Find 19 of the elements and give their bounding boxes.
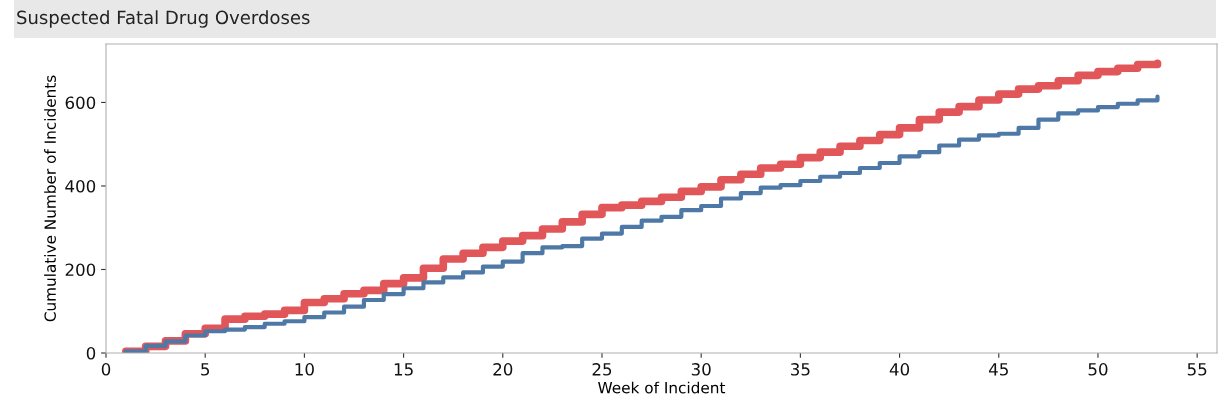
x-tick-label: 5 [201,363,210,376]
x-tick-label: 20 [493,363,513,376]
x-tick-label: 30 [691,363,711,376]
x-tick-label: 45 [988,363,1008,376]
y-tick-label: 600 [65,96,96,110]
y-tick-label: 200 [65,263,96,277]
x-tick-label: 10 [295,363,314,376]
y-axis-title: Cumulative Number of Incidents [44,75,56,322]
x-tick-label: 40 [889,363,910,376]
x-tick-label: 55 [1187,363,1207,376]
x-tick-label: 25 [592,363,612,376]
x-tick-label: 15 [394,363,413,376]
x-tick-label: 0 [101,363,111,376]
x-tick-label: 35 [791,363,810,376]
x-axis-title: Week of Incident [598,381,726,394]
x-tick-label: 50 [1088,363,1108,376]
y-tick-label: 0 [86,346,96,360]
y-tick-label: 400 [65,179,96,193]
chart-title: Suspected Fatal Drug Overdoses [17,10,310,28]
